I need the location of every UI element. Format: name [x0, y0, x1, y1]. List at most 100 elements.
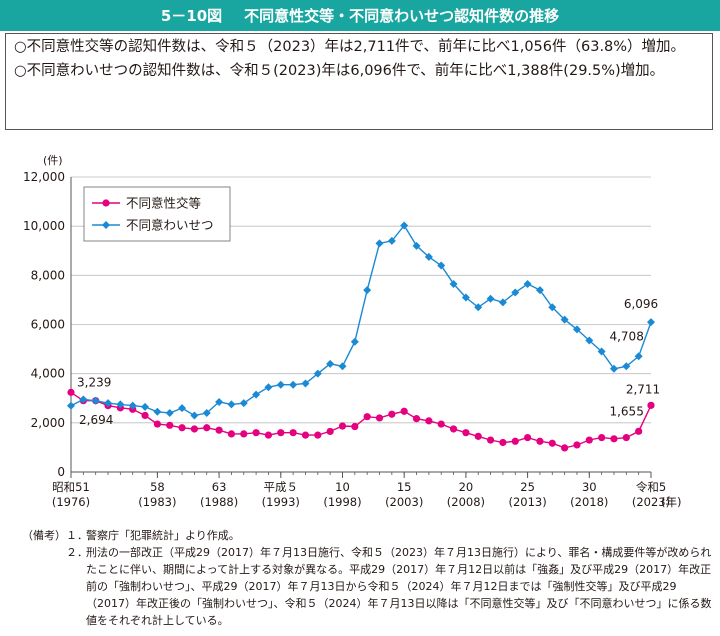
- data-point-series-2: [215, 397, 224, 406]
- note-row-1: （備考） １． 警察庁「犯罪統計」より作成。: [22, 527, 712, 544]
- x-tick-label-year: (1998): [323, 495, 361, 509]
- summary-line-2: ○不同意わいせつの認知件数は、令和５(2023)年は6,096件で、前年に比べ1…: [14, 62, 665, 79]
- data-point-series-1: [240, 430, 248, 438]
- x-tick-label-year: (2018): [570, 495, 608, 509]
- data-point-series-2: [153, 407, 162, 416]
- data-point-series-1: [252, 429, 260, 437]
- data-point-series-1: [301, 431, 310, 439]
- data-label: 3,239: [77, 375, 111, 389]
- data-point-series-2: [276, 380, 285, 389]
- data-point-series-2: [597, 347, 606, 356]
- data-point-series-1: [462, 429, 470, 437]
- data-point-series-1: [388, 410, 396, 418]
- data-point-series-2: [609, 364, 618, 373]
- x-tick-label-year: (1993): [262, 495, 300, 509]
- data-point-series-1: [412, 415, 421, 423]
- x-tick-label: 昭和51: [52, 480, 90, 494]
- data-point-series-1: [635, 427, 643, 435]
- data-point-series-1: [190, 425, 199, 433]
- data-point-series-2: [338, 362, 347, 371]
- x-tick-label-year: (2013): [508, 495, 546, 509]
- data-point-series-2: [461, 293, 470, 302]
- data-point-series-2: [165, 409, 174, 417]
- data-point-series-1: [227, 430, 236, 438]
- data-point-series-2: [116, 400, 125, 409]
- data-point-series-1: [363, 413, 371, 421]
- data-point-series-1: [437, 420, 445, 428]
- data-point-series-1: [264, 431, 273, 439]
- data-point-series-2: [264, 383, 273, 392]
- data-point-series-2: [91, 396, 100, 405]
- data-point-series-2: [511, 288, 520, 297]
- data-point-series-2: [350, 337, 359, 346]
- x-tick-label: 20: [459, 480, 474, 494]
- legend-label: 不同意わいせつ: [126, 218, 214, 233]
- data-label: 1,655: [609, 404, 643, 418]
- data-point-series-1: [314, 431, 322, 439]
- data-point-series-1: [203, 424, 211, 432]
- data-point-series-1: [375, 414, 384, 422]
- summary-line-1: ○不同意性交等の認知件数は、令和５（2023）年は2,711件で、前年に比べ1,…: [14, 39, 686, 55]
- notes: （備考） １． 警察庁「犯罪統計」より作成。 ２． 刑法の一部改正（平成29（2…: [22, 527, 712, 629]
- data-point-series-1: [548, 439, 556, 447]
- data-point-series-2: [498, 298, 507, 307]
- data-point-series-2: [535, 286, 544, 295]
- data-point-series-1: [326, 427, 334, 436]
- data-point-series-1: [289, 429, 297, 437]
- data-point-series-2: [301, 379, 310, 388]
- data-point-series-1: [573, 441, 581, 449]
- note-text: 警察庁「犯罪統計」より作成。: [86, 529, 240, 542]
- x-tick-label: 25: [520, 480, 535, 494]
- x-tick-label-year: (1988): [200, 495, 238, 509]
- data-point-series-1: [610, 435, 618, 443]
- y-tick-label: 8,000: [31, 268, 65, 282]
- data-point-series-1: [523, 433, 532, 442]
- x-tick-label-year: (2008): [447, 495, 485, 509]
- note-number: ２．: [66, 546, 88, 559]
- x-tick-label-year: (2023): [632, 495, 670, 509]
- data-point-series-2: [449, 279, 458, 288]
- data-point-series-2: [437, 261, 446, 270]
- data-point-series-2: [424, 252, 433, 261]
- data-point-series-2: [387, 236, 396, 245]
- data-label: 2,694: [79, 413, 113, 427]
- x-tick-label: 30: [582, 480, 597, 494]
- data-point-series-2: [363, 286, 372, 295]
- data-point-series-1: [277, 429, 285, 437]
- x-tick-label: 58: [150, 480, 165, 494]
- data-point-series-1: [449, 425, 458, 433]
- data-point-series-1: [622, 433, 630, 442]
- data-point-series-2: [572, 325, 581, 334]
- x-tick-label: 令和5: [636, 480, 666, 494]
- data-point-series-2: [227, 400, 236, 409]
- data-point-series-1: [351, 422, 359, 431]
- figure-number: 5－10図: [160, 7, 223, 25]
- data-point-series-2: [67, 401, 75, 410]
- data-point-series-1: [536, 437, 544, 445]
- x-tick-label: 15: [397, 480, 412, 494]
- data-point-series-1: [178, 424, 186, 432]
- data-point-series-1: [474, 432, 482, 440]
- data-point-series-1: [585, 436, 593, 444]
- y-tick-label: 0: [57, 465, 65, 479]
- data-point-series-1: [141, 411, 149, 420]
- data-point-series-2: [104, 399, 113, 408]
- legend-label: 不同意性交等: [126, 196, 201, 211]
- chart-svg: 0 2,000 4,000 6,000 8,000 10,000 12,000 (件) 昭和51…: [23, 154, 681, 509]
- data-point-series-1: [499, 438, 507, 447]
- legend-marker: [102, 199, 110, 207]
- x-tick-label-year: (2003): [385, 495, 423, 509]
- data-point-series-1: [400, 407, 408, 415]
- note-row-2: ２． 刑法の一部改正（平成29（2017）年７月13日施行、令和５（2023）年…: [22, 544, 712, 629]
- data-point-series-2: [313, 369, 322, 378]
- data-point-series-2: [326, 359, 335, 368]
- data-point-series-1: [338, 422, 347, 430]
- data-point-series-1: [67, 388, 75, 396]
- data-point-series-2: [400, 221, 409, 230]
- x-axis-label: (年): [661, 495, 681, 509]
- data-point-series-1: [511, 437, 519, 445]
- data-label: 6,096: [624, 297, 658, 311]
- data-point-series-2: [141, 402, 150, 411]
- data-point-series-2: [523, 279, 532, 288]
- data-point-series-1: [166, 421, 174, 429]
